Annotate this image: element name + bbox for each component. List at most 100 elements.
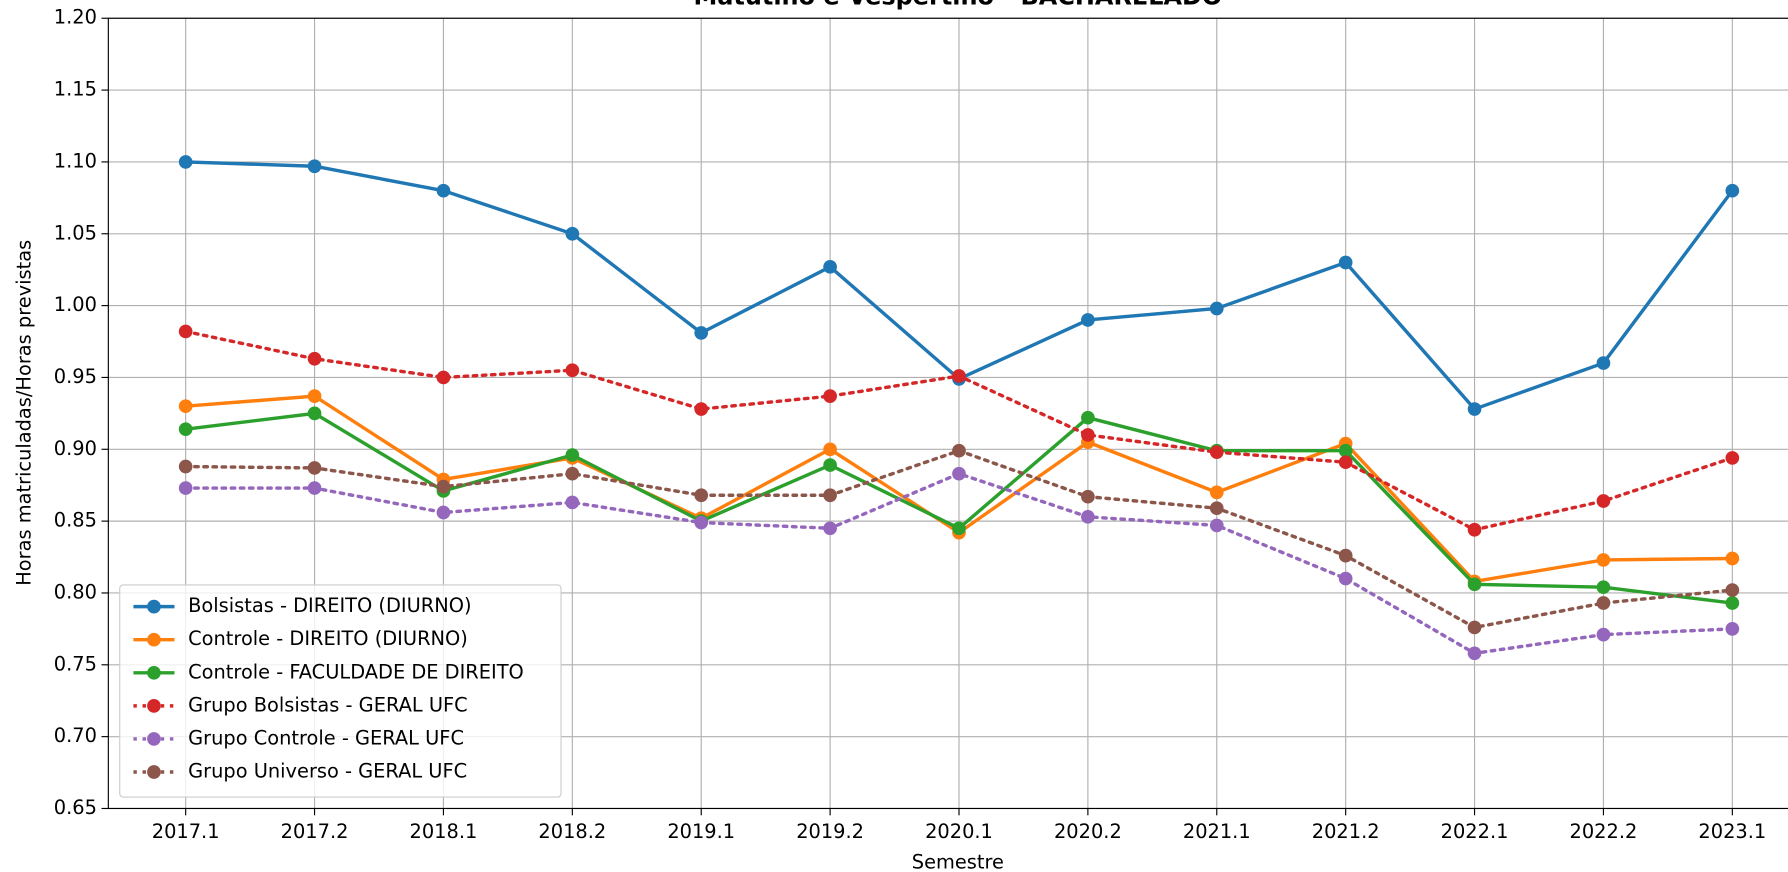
legend-label: Bolsistas - DIREITO (DIURNO): [188, 594, 471, 617]
data-point: [1081, 489, 1095, 504]
x-tick-label: 2022.2: [1570, 820, 1638, 843]
chart-title: Matutino e Vespertino - BACHARELADO: [693, 0, 1222, 11]
legend-marker: [147, 599, 161, 614]
data-point: [1209, 518, 1224, 533]
data-point: [694, 402, 709, 416]
data-point: [1209, 501, 1224, 516]
legend-marker: [147, 732, 161, 746]
legend-marker: [147, 665, 161, 680]
data-point: [1725, 551, 1740, 566]
y-tick-label: 1.00: [54, 293, 97, 316]
legend-label: Grupo Universo - GERAL UFC: [188, 759, 467, 782]
data-point: [178, 324, 193, 339]
y-tick-label: 1.15: [54, 78, 97, 101]
x-tick-label: 2020.2: [1054, 820, 1122, 843]
x-tick-label: 2019.1: [667, 820, 735, 843]
data-point: [565, 363, 580, 378]
plot-frame: [107, 17, 1788, 810]
data-point: [307, 406, 322, 421]
data-point: [436, 505, 451, 520]
data-point: [1596, 580, 1611, 595]
data-point: [823, 521, 837, 536]
data-point: [307, 481, 322, 495]
y-tick-label: 0.80: [54, 580, 97, 603]
data-point: [1338, 455, 1353, 470]
y-tick-label: 1.05: [54, 221, 97, 244]
data-point: [823, 442, 837, 457]
data-point: [1338, 255, 1353, 270]
data-point: [1596, 553, 1611, 567]
x-tick-label: 2021.1: [1183, 820, 1251, 843]
legend-marker: [147, 632, 161, 647]
x-tick-label: 2022.1: [1441, 820, 1509, 843]
legend-label: Controle - DIREITO (DIURNO): [188, 627, 468, 650]
x-tick-label: 2023.1: [1698, 820, 1766, 843]
legend-marker: [147, 765, 161, 779]
y-tick-label: 0.95: [54, 365, 97, 388]
data-point: [1338, 571, 1353, 586]
data-point: [1725, 451, 1740, 465]
data-point: [1209, 485, 1224, 500]
data-point: [1596, 356, 1611, 370]
legend-box: [119, 584, 562, 798]
x-tick-label: 2020.1: [925, 820, 993, 843]
data-point: [307, 159, 322, 174]
data-point: [952, 369, 966, 383]
data-point: [1338, 443, 1353, 458]
data-point: [436, 479, 451, 494]
data-point: [823, 458, 837, 472]
data-point: [178, 399, 193, 414]
data-point: [1467, 620, 1482, 635]
y-tick-label: 1.10: [54, 149, 97, 172]
legend-label: Grupo Bolsistas - GERAL UFC: [188, 693, 468, 716]
data-point: [178, 155, 193, 169]
data-point: [1081, 428, 1095, 442]
legend-label: Grupo Controle - GERAL UFC: [188, 726, 464, 749]
data-point: [436, 370, 451, 385]
data-point: [565, 448, 580, 462]
data-point: [1338, 548, 1353, 563]
x-tick-label: 2017.2: [281, 820, 349, 843]
y-tick-label: 0.90: [54, 437, 97, 460]
data-point: [565, 226, 580, 241]
data-point: [1081, 410, 1095, 425]
x-tick-label: 2019.2: [796, 820, 864, 843]
data-point: [307, 389, 322, 403]
y-tick-label: 0.85: [54, 509, 97, 532]
legend-label: Controle - FACULDADE DE DIREITO: [188, 660, 524, 683]
data-point: [565, 495, 580, 510]
data-point: [694, 326, 709, 340]
data-point: [1596, 627, 1611, 642]
data-point: [1596, 494, 1611, 508]
data-point: [1725, 622, 1740, 636]
data-point: [1081, 313, 1095, 327]
x-tick-label: 2021.2: [1312, 820, 1380, 843]
data-point: [178, 481, 193, 495]
data-point: [1725, 583, 1740, 597]
data-point: [1467, 646, 1482, 661]
data-point: [565, 466, 580, 481]
data-point: [1209, 445, 1224, 459]
data-point: [307, 351, 322, 366]
data-point: [1725, 596, 1740, 610]
data-point: [952, 443, 966, 458]
data-point: [952, 466, 966, 481]
y-tick-label: 1.20: [54, 6, 97, 29]
y-axis-label: Horas matriculadas/Horas previstas: [13, 240, 36, 586]
data-point: [694, 515, 709, 530]
y-tick-label: 0.65: [54, 796, 97, 819]
y-tick-label: 0.70: [54, 724, 97, 747]
legend-marker: [147, 699, 161, 713]
data-point: [1596, 596, 1611, 610]
x-axis-label: Semestre: [912, 851, 1004, 872]
x-tick-label: 2017.1: [152, 820, 220, 843]
data-point: [1209, 301, 1224, 316]
data-point: [1725, 183, 1740, 198]
data-point: [178, 422, 193, 437]
data-point: [1467, 402, 1482, 416]
data-point: [823, 259, 837, 274]
data-point: [823, 389, 837, 403]
data-point: [694, 488, 709, 503]
data-point: [307, 461, 322, 475]
